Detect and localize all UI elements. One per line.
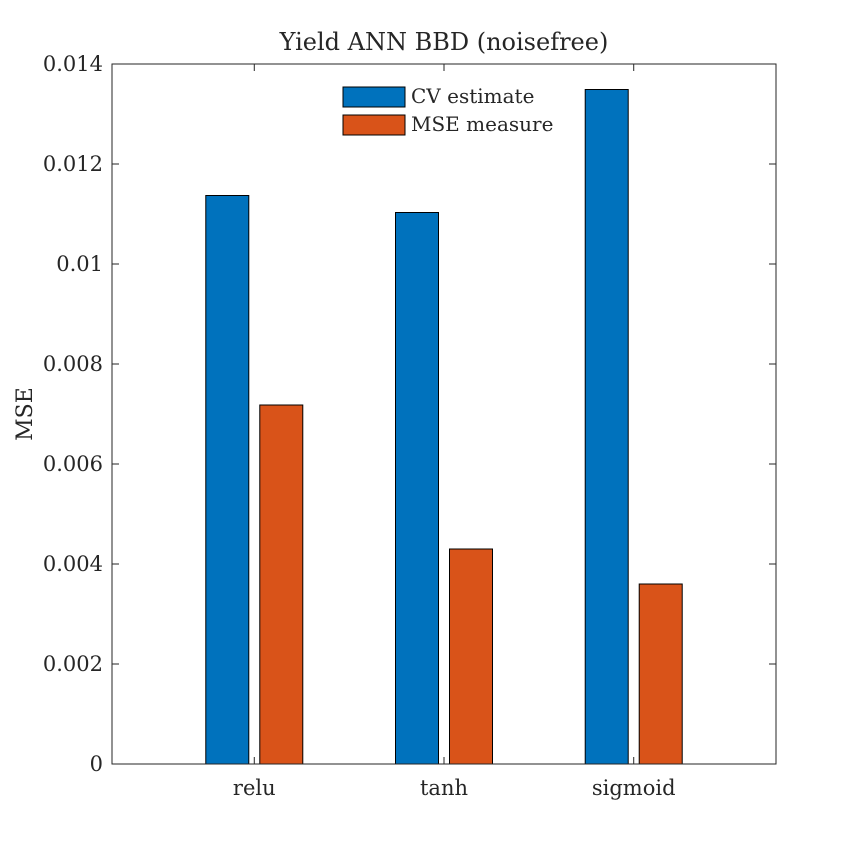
x-ticks-group: relu tanh sigmoid [233, 64, 676, 800]
y-tick-label: 0.002 [43, 652, 103, 676]
x-tick-label: tanh [420, 776, 468, 800]
y-tick-label: 0.014 [43, 52, 103, 76]
legend-swatch [342, 86, 406, 108]
bar-mse-measure-sigmoid [638, 583, 683, 765]
bars-group [205, 89, 683, 765]
y-tick-label: 0.01 [56, 252, 103, 276]
y-ticks-group: 0 0.002 0.004 0.006 0.008 0.01 0.012 0.014 [43, 52, 776, 776]
y-tick-label: 0.012 [43, 152, 103, 176]
bar-mse-measure-relu [259, 404, 304, 765]
plot-frame [111, 63, 777, 765]
y-tick-label: 0.006 [43, 452, 103, 476]
y-tick-label: 0 [90, 752, 103, 776]
x-tick-label: sigmoid [592, 776, 676, 800]
legend-label: MSE measure [411, 112, 553, 136]
bar-cv-estimate-relu [205, 195, 250, 765]
bar-cv-estimate-tanh [395, 212, 439, 765]
y-tick-label: 0.008 [43, 352, 103, 376]
legend: CV estimate MSE measure [342, 84, 553, 136]
y-tick-label: 0.004 [43, 552, 103, 576]
bar-cv-estimate-sigmoid [584, 89, 629, 765]
legend-label: CV estimate [411, 84, 534, 108]
chart-title: Yield ANN BBD (noisefree) [279, 28, 609, 56]
x-tick-label: relu [233, 776, 276, 800]
y-axis-label: MSE [13, 387, 38, 441]
bar-mse-measure-tanh [449, 548, 493, 765]
legend-swatch [342, 114, 406, 136]
